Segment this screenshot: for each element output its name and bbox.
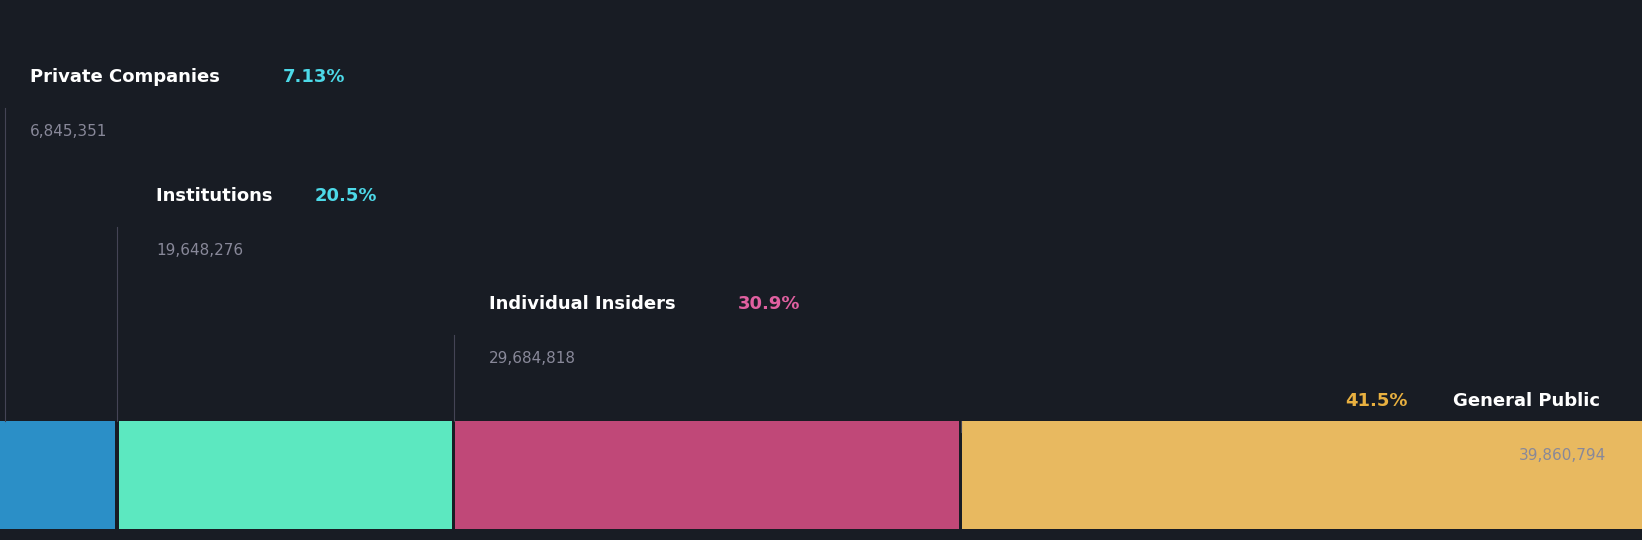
Bar <box>117 421 453 529</box>
Text: 41.5%: 41.5% <box>1346 393 1409 410</box>
Bar <box>453 421 961 529</box>
Bar <box>961 421 1642 529</box>
Bar <box>452 421 455 529</box>
Bar <box>959 421 962 529</box>
Text: General Public: General Public <box>1453 393 1606 410</box>
Text: 19,648,276: 19,648,276 <box>156 243 243 258</box>
Bar <box>115 421 118 529</box>
Text: 39,860,794: 39,860,794 <box>1519 448 1606 463</box>
Text: Private Companies: Private Companies <box>30 69 225 86</box>
Text: Institutions: Institutions <box>156 187 279 205</box>
Text: 20.5%: 20.5% <box>314 187 378 205</box>
Bar <box>0 421 117 529</box>
Text: 29,684,818: 29,684,818 <box>489 351 576 366</box>
Text: 7.13%: 7.13% <box>282 69 345 86</box>
Text: 30.9%: 30.9% <box>739 295 801 313</box>
Text: 6,845,351: 6,845,351 <box>30 124 107 139</box>
Text: Individual Insiders: Individual Insiders <box>489 295 681 313</box>
